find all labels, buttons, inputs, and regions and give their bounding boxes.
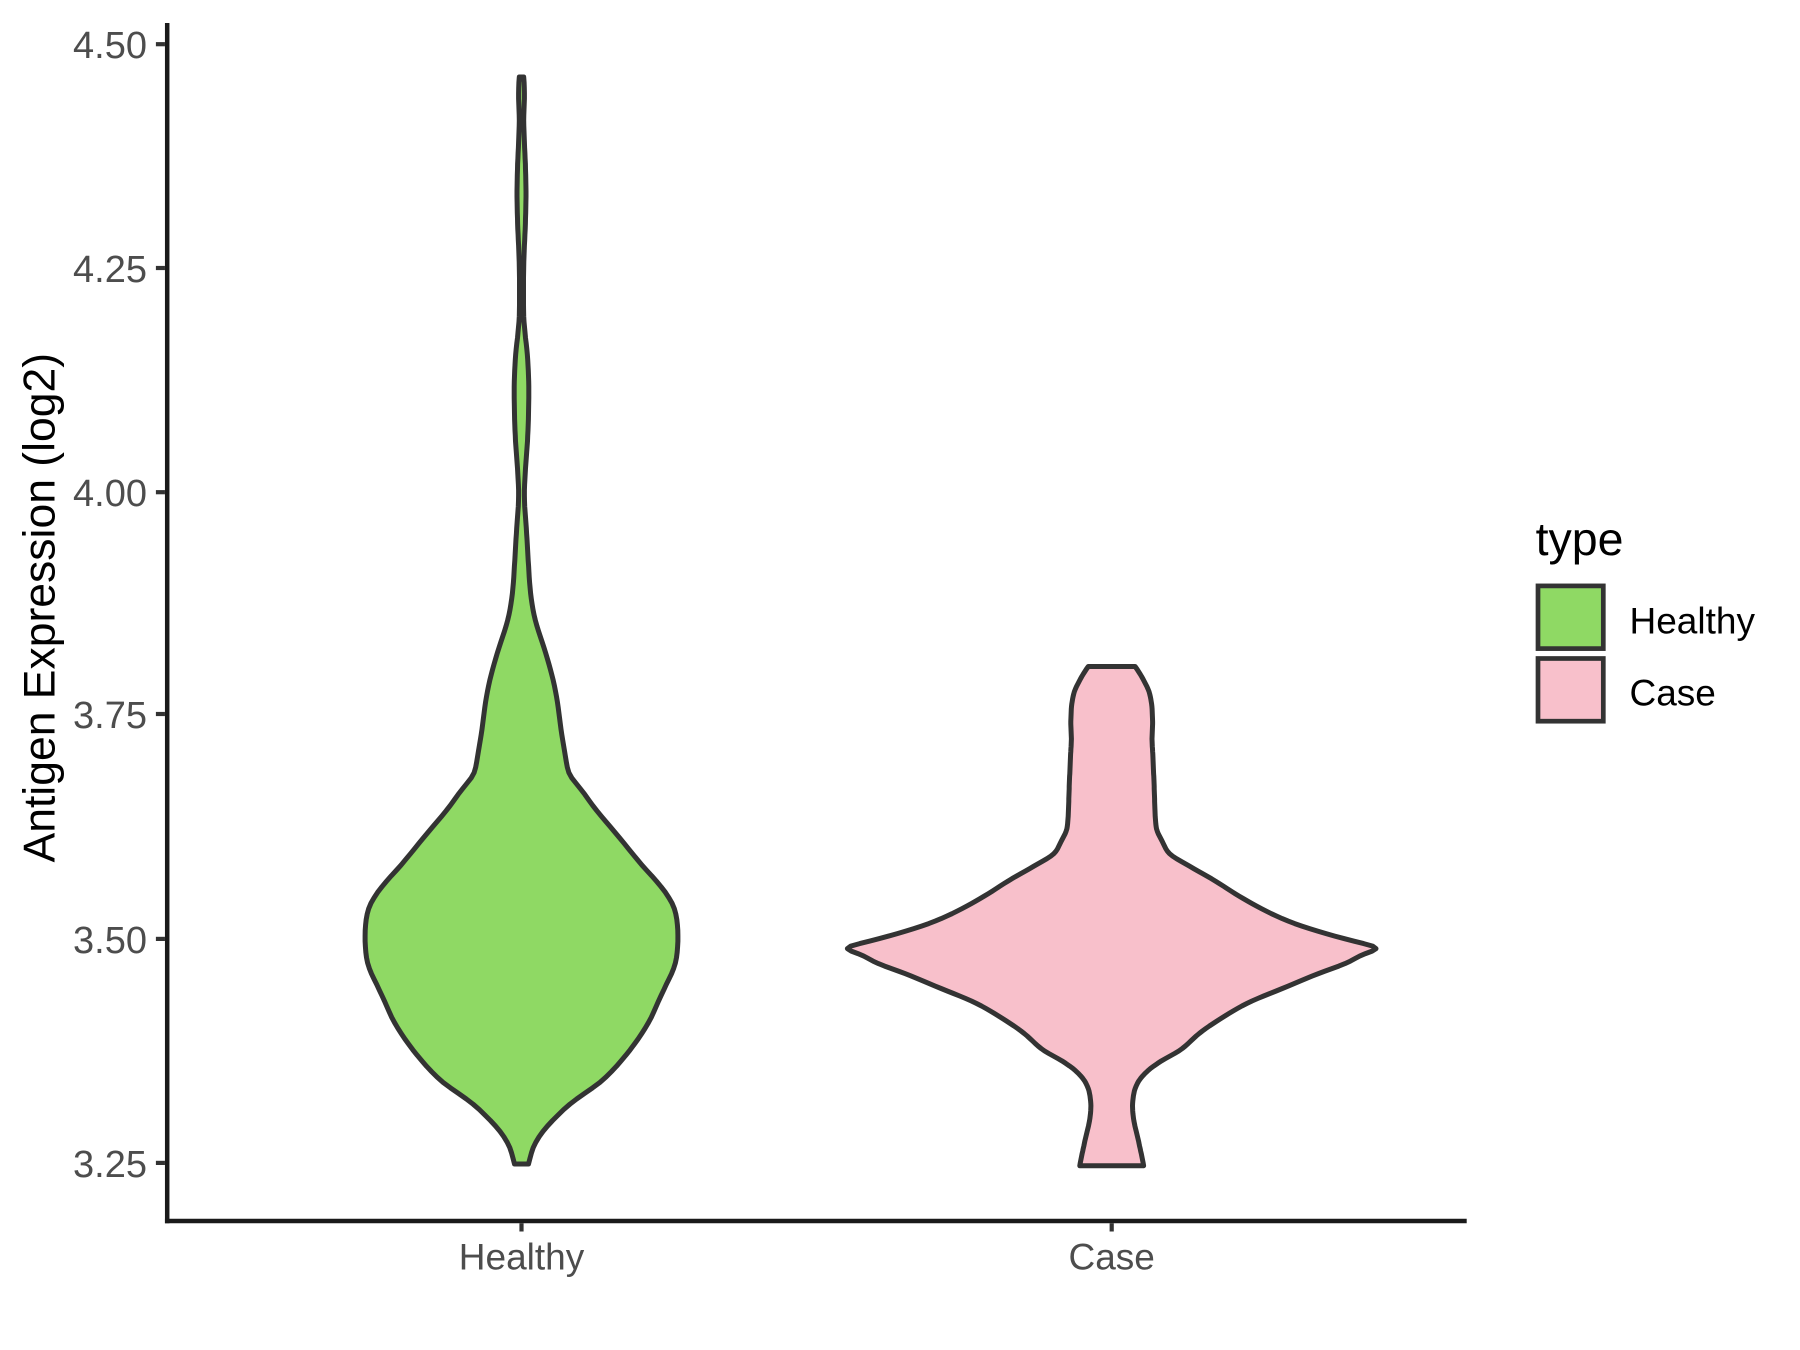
- svg-text:3.75: 3.75: [73, 695, 147, 737]
- svg-text:3.50: 3.50: [73, 920, 147, 962]
- svg-text:Antigen Expression (log2): Antigen Expression (log2): [16, 353, 65, 863]
- svg-text:Healthy: Healthy: [459, 1237, 585, 1278]
- svg-text:4.50: 4.50: [73, 25, 147, 67]
- svg-text:Healthy: Healthy: [1630, 601, 1756, 642]
- svg-text:3.25: 3.25: [73, 1144, 147, 1186]
- svg-text:4.00: 4.00: [73, 473, 147, 515]
- svg-text:type: type: [1536, 513, 1624, 565]
- svg-text:Case: Case: [1630, 673, 1716, 714]
- svg-text:Case: Case: [1069, 1237, 1155, 1278]
- svg-text:4.25: 4.25: [73, 249, 147, 291]
